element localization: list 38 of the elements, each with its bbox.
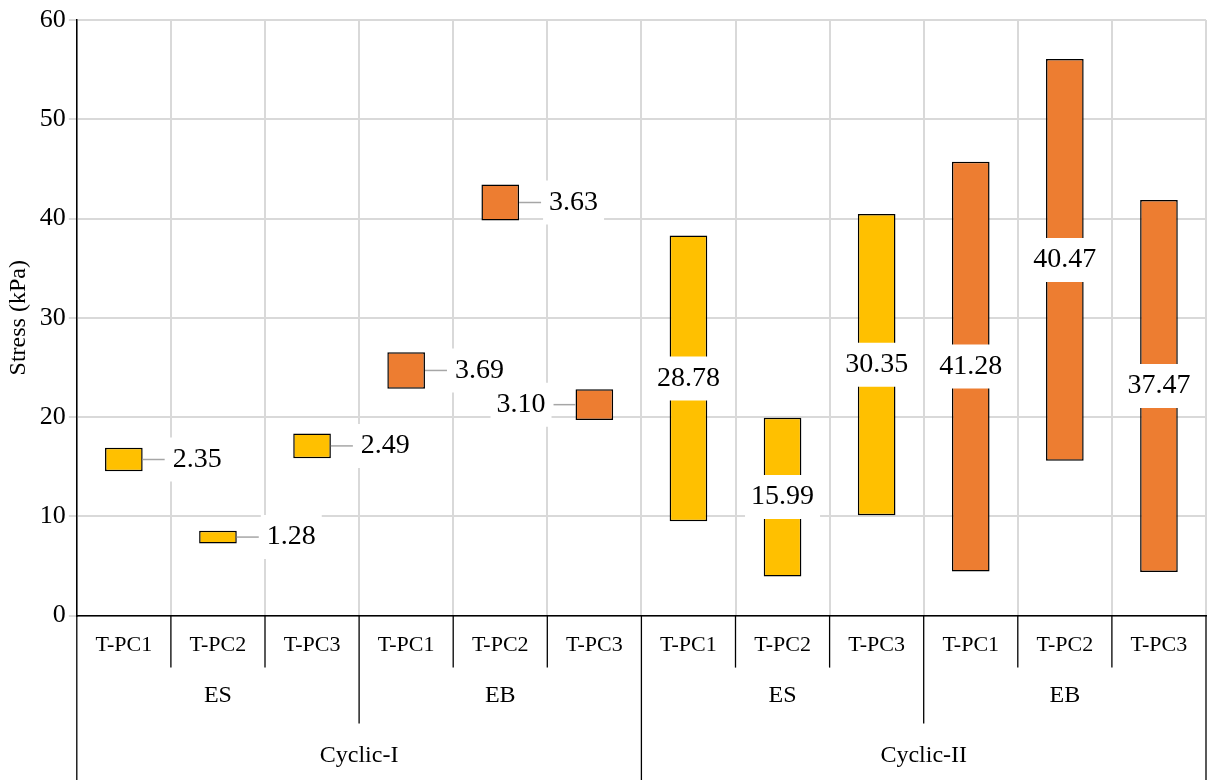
y-tick-label: 60 <box>39 3 66 33</box>
x-tick-label: T-PC1 <box>95 630 153 656</box>
data-label: 30.35 <box>845 347 909 379</box>
y-tick-label: 40 <box>39 202 66 232</box>
x-tick-label: T-PC2 <box>1036 630 1094 656</box>
x-tick-label: T-PC3 <box>848 630 905 656</box>
x-tick-label: T-PC2 <box>754 630 811 656</box>
x-tick-label: T-PC2 <box>471 630 529 656</box>
data-label: 41.28 <box>939 348 1003 380</box>
data-label: 3.63 <box>549 184 599 216</box>
data-label: 15.99 <box>751 479 815 511</box>
text: ES <box>768 680 797 707</box>
x-tick-label: T-PC3 <box>1130 630 1188 656</box>
y-tick-label: 50 <box>39 103 66 133</box>
x-tick-label: T-PC1 <box>660 630 717 656</box>
text: ES <box>203 680 232 707</box>
y-tick-label: 10 <box>39 500 66 530</box>
text: EB <box>484 680 516 707</box>
y-tick-label: 30 <box>39 301 66 331</box>
x-tick-label: T-PC3 <box>283 630 341 656</box>
text: Cyclic-I <box>319 741 399 768</box>
data-label: 1.28 <box>266 519 316 551</box>
x-tick-label: T-PC1 <box>942 630 1000 656</box>
x-tick-label: T-PC2 <box>189 630 247 656</box>
text: Cyclic-II <box>880 741 968 768</box>
data-label: 40.47 <box>1033 242 1097 274</box>
data-label: 3.10 <box>496 387 546 419</box>
y-tick-label: 20 <box>39 400 66 430</box>
x-tick-label: T-PC3 <box>566 630 623 656</box>
x-tick-label: T-PC1 <box>377 630 435 656</box>
data-label: 2.49 <box>360 428 410 460</box>
data-label: 2.35 <box>172 441 222 473</box>
y-axis-title: Stress (kPa) <box>3 260 30 376</box>
data-label: 37.47 <box>1127 368 1191 400</box>
data-label: 28.78 <box>656 360 720 392</box>
text: EB <box>1049 680 1081 707</box>
data-label: 3.69 <box>454 352 504 384</box>
y-tick-label: 0 <box>52 599 66 629</box>
